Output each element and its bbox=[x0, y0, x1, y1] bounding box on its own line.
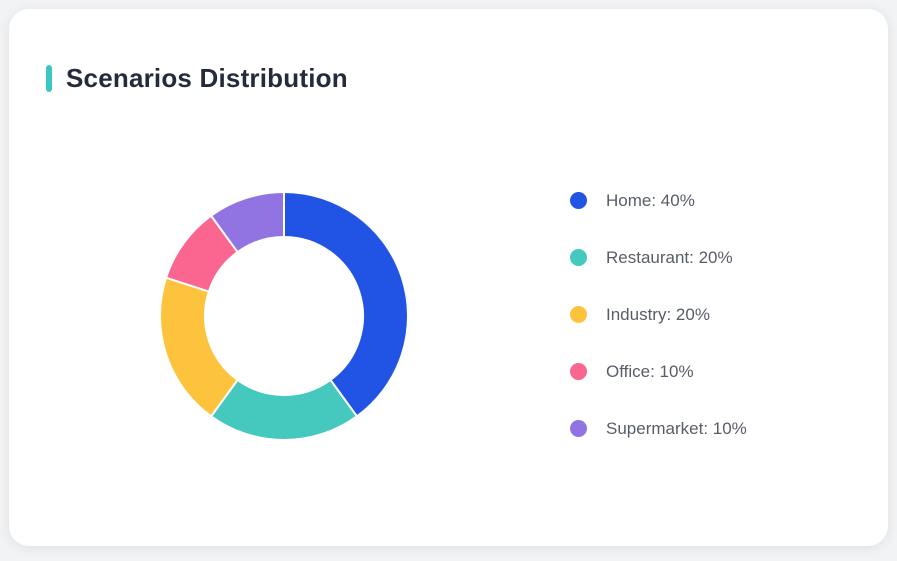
legend-item-restaurant[interactable]: Restaurant: 20% bbox=[570, 247, 747, 267]
donut-slice-supermarket[interactable] bbox=[210, 191, 285, 254]
legend-dot-icon bbox=[570, 249, 587, 266]
title-accent-bar bbox=[46, 65, 52, 92]
chart-legend: Home: 40% Restaurant: 20% Industry: 20% Off… bbox=[570, 190, 747, 438]
legend-item-label: Home: 40% bbox=[606, 190, 695, 210]
legend-dot-icon bbox=[570, 306, 587, 323]
legend-dot-icon bbox=[570, 192, 587, 209]
donut-slice-restaurant[interactable] bbox=[210, 378, 358, 441]
page-title: Scenarios Distribution bbox=[66, 63, 348, 93]
legend-item-office[interactable]: Office: 10% bbox=[570, 361, 747, 381]
donut-slice-industry[interactable] bbox=[159, 276, 239, 418]
legend-item-home[interactable]: Home: 40% bbox=[570, 190, 747, 210]
legend-item-label: Office: 10% bbox=[606, 361, 694, 381]
legend-item-industry[interactable]: Industry: 20% bbox=[570, 304, 747, 324]
legend-item-label: Restaurant: 20% bbox=[606, 247, 733, 267]
donut-slice-home[interactable] bbox=[283, 191, 409, 418]
legend-dot-icon bbox=[570, 420, 587, 437]
donut-chart bbox=[159, 191, 409, 441]
legend-item-label: Supermarket: 10% bbox=[606, 418, 747, 438]
scenarios-distribution-card: Scenarios Distribution Home: 40% Restaura… bbox=[9, 9, 888, 546]
legend-item-label: Industry: 20% bbox=[606, 304, 710, 324]
legend-item-supermarket[interactable]: Supermarket: 10% bbox=[570, 418, 747, 438]
legend-dot-icon bbox=[570, 363, 587, 380]
card-header: Scenarios Distribution bbox=[46, 63, 348, 94]
